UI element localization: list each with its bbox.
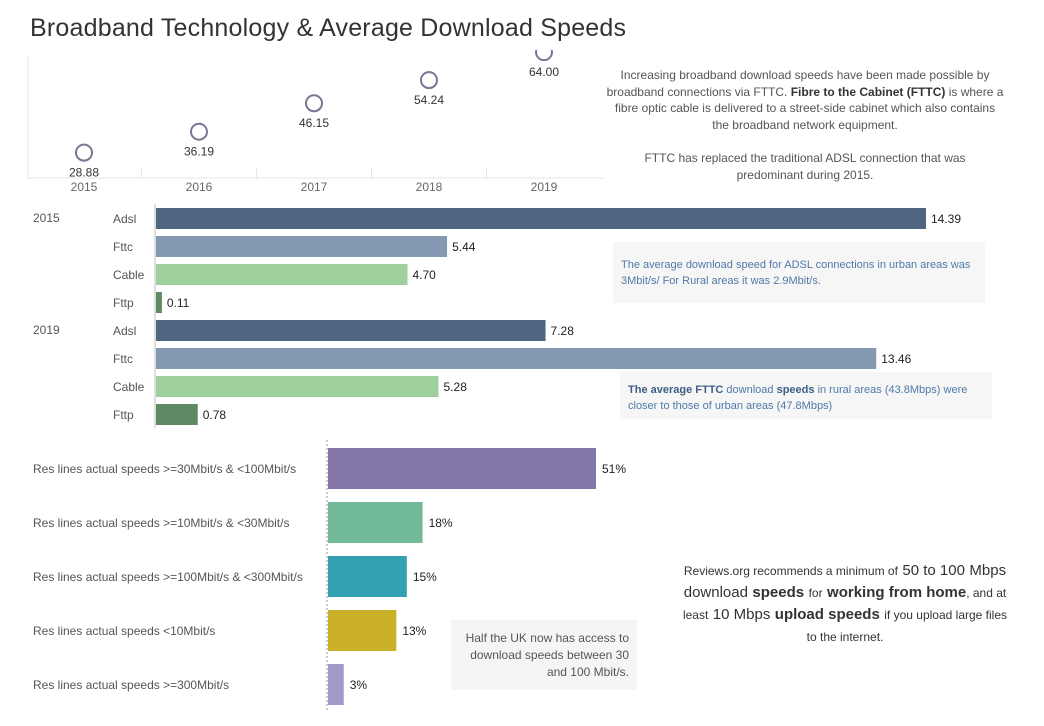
res-bar [328, 556, 407, 597]
res-value: 51% [602, 462, 626, 476]
technology-value: 5.28 [444, 380, 468, 394]
year-group-label: 2015 [33, 211, 60, 225]
technology-label: Cable [113, 380, 145, 394]
adsl-speed-callout: The average download speed for ADSL conn… [613, 242, 985, 303]
technology-label: Adsl [113, 324, 136, 338]
res-category-label: Res lines actual speeds >=10Mbit/s & <30… [33, 516, 289, 530]
technology-bar [156, 376, 439, 397]
technology-value: 7.28 [551, 324, 575, 338]
technology-value: 14.39 [931, 212, 961, 226]
res-value: 13% [402, 624, 426, 638]
year-label: 2018 [416, 180, 443, 194]
fttc-intro-note: Increasing broadband download speeds hav… [606, 68, 1004, 132]
year-label: 2017 [301, 180, 328, 194]
speed-label: 46.15 [299, 116, 329, 130]
fttc-replaced-note: FTTC has replaced the traditional ADSL c… [644, 151, 966, 182]
technology-label: Cable [113, 268, 145, 282]
technology-bar [156, 236, 448, 257]
res-value: 15% [413, 570, 437, 584]
res-bar [328, 502, 423, 543]
speed-marker [75, 143, 93, 162]
technology-label: Fttp [113, 408, 134, 422]
technology-label: Adsl [113, 212, 136, 226]
residential-lines-speed-chart: Res lines actual speeds >=30Mbit/s & <10… [33, 440, 626, 710]
speed-label: 54.24 [414, 93, 444, 107]
res-category-label: Res lines actual speeds >=300Mbit/s [33, 678, 229, 692]
res-category-label: Res lines actual speeds >=30Mbit/s & <10… [33, 462, 296, 476]
page-title: Broadband Technology & Average Download … [30, 14, 627, 42]
technology-bar [156, 348, 877, 369]
technology-bar [156, 208, 926, 229]
res-value: 18% [429, 516, 453, 530]
year-group-label: 2019 [33, 323, 60, 337]
speed-label: 36.19 [184, 145, 214, 159]
technology-label: Fttc [113, 240, 133, 254]
speed-marker [190, 122, 208, 141]
technology-label: Fttp [113, 296, 134, 310]
technology-bar [156, 320, 546, 341]
res-value: 3% [350, 678, 368, 692]
res-bar [328, 664, 344, 705]
fttc-speed-callout: The average FTTC download speeds in rura… [620, 372, 992, 419]
year-label: 2016 [186, 180, 213, 194]
speed-marker [420, 71, 438, 90]
speed-marker [305, 94, 323, 113]
technology-value: 0.11 [167, 296, 190, 310]
technology-value: 13.46 [881, 352, 911, 366]
year-label: 2019 [531, 180, 558, 194]
technology-speed-bar-chart: 2015 Adsl 14.39 Fttc 5.44 Cable 4.70 Fttp 0.11 20… [33, 204, 961, 428]
year-label: 2015 [71, 180, 98, 194]
technology-value: 0.78 [203, 408, 227, 422]
res-bar [328, 610, 397, 651]
speed-label: 28.88 [69, 166, 99, 180]
technology-bar [156, 404, 198, 425]
res-category-label: Res lines actual speeds <10Mbit/s [33, 624, 215, 638]
speed-label: 64.00 [529, 65, 559, 79]
half-uk-note: Half the UK now has access to download s… [451, 620, 637, 690]
res-category-label: Res lines actual speeds >=100Mbit/s & <3… [33, 570, 303, 584]
reviews-recommendation-note: Reviews.org recommends a minimum of 50 t… [682, 562, 1008, 644]
speed-marker [535, 50, 553, 62]
res-bar [328, 448, 596, 489]
technology-bar [156, 264, 408, 285]
technology-value: 5.44 [452, 240, 476, 254]
technology-bar [156, 292, 162, 313]
technology-value: 4.70 [412, 268, 436, 282]
technology-label: Fttc [113, 352, 133, 366]
